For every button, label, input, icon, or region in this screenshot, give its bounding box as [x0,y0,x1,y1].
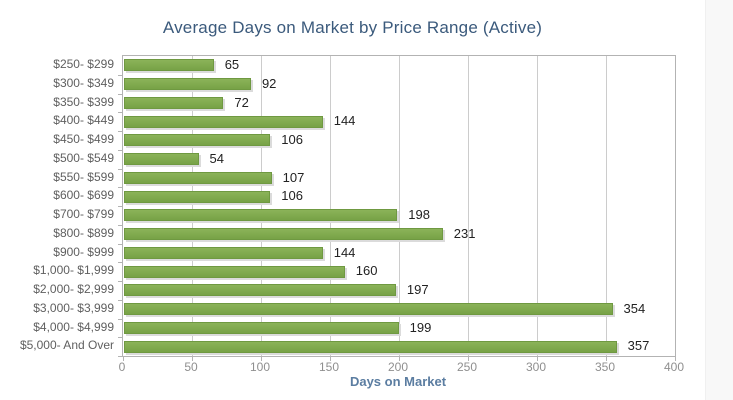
x-axis-tick [192,357,193,361]
x-tick-label: 100 [249,360,271,374]
y-axis-tick [118,262,122,264]
x-tick-label: 150 [318,360,340,374]
x-axis-tick [261,357,262,361]
category-label: $5,000- And Over [19,338,114,353]
value-label: 199 [409,319,432,335]
gridline [468,56,469,356]
y-axis-labels: $250- $299 $300- $349 $350- $399 $400- $449… [0,55,114,355]
bar [124,303,613,316]
y-axis-tick [118,187,122,189]
category-label: $600- $699 [53,188,114,203]
bar [124,228,443,241]
category-label: $300- $349 [53,75,114,90]
x-tick-label: 400 [663,360,685,374]
y-axis-tick [118,299,122,301]
bar [124,134,271,147]
x-tick-label: 350 [594,360,616,374]
x-axis-tick [399,357,400,361]
y-axis-tick [118,356,122,357]
x-axis-tick [123,357,124,361]
value-label: 72 [234,94,249,110]
bar [124,209,398,222]
bar [124,246,323,259]
x-axis-tick [606,357,607,361]
x-axis-title: Days on Market [349,374,447,389]
bar [124,153,199,166]
bar [124,284,396,297]
chart-title: Average Days on Market by Price Range (A… [162,18,543,37]
x-tick-label: 200 [387,360,409,374]
category-label: $4,000- $4,999 [33,319,114,334]
category-label: $800- $899 [53,225,114,240]
y-axis-tick [118,206,122,207]
category-label: $500- $549 [53,150,114,165]
x-axis-tick [537,357,538,361]
x-tick-label: 50 [184,360,198,374]
gridline [537,56,538,356]
y-axis-tick [118,337,122,339]
y-axis-tick [118,112,122,114]
x-tick-label: 300 [525,360,547,374]
y-axis-tick [118,243,122,245]
value-label: 106 [281,188,303,204]
gridline [330,56,331,356]
right-gutter [705,0,733,400]
value-label: 65 [224,57,240,72]
x-tick-label: 250 [456,360,478,374]
chart-card: Average Days on Market by Price Range (A… [0,18,685,389]
category-label: $350- $399 [53,94,114,109]
value-label: 231 [453,225,476,241]
gridline [261,56,262,356]
value-label: 357 [627,338,650,354]
gridline [399,56,400,356]
plot-area: 65 92 72 144 106 54 107 106 198 231 144 160 197 354 19… [118,55,676,361]
y-axis-tick [118,224,122,226]
x-axis-tick [675,357,676,361]
y-axis-tick [118,149,122,151]
value-label: 144 [333,244,356,260]
category-label: $400- $449 [53,113,114,128]
bar [124,115,323,128]
value-label: 197 [406,282,429,297]
category-label: $450- $499 [53,132,114,146]
category-label: $550- $599 [53,169,114,184]
gridline [192,56,193,356]
bar [124,340,617,353]
bar [124,78,251,91]
category-label: $3,000- $3,999 [33,300,114,315]
y-axis-tick [118,131,122,132]
bar [124,190,271,203]
value-label: 106 [281,132,303,147]
value-label: 54 [209,150,224,166]
y-axis-tick [118,168,122,170]
x-tick-label: 0 [118,360,126,374]
bar [124,321,399,334]
bar [124,96,224,109]
bar [124,59,214,72]
y-axis-tick [118,93,122,95]
category-label: $2,000- $2,999 [33,282,114,296]
bar [124,265,345,278]
bar [124,171,272,184]
category-label: $1,000- $1,999 [33,263,114,278]
category-label: $250- $299 [53,57,114,71]
value-label: 198 [408,207,430,222]
gridline [606,56,607,356]
category-label: $700- $799 [53,207,114,221]
value-label: 160 [355,263,378,279]
y-axis-tick [118,74,122,76]
y-axis-tick [118,281,122,282]
x-axis-tick [330,357,331,361]
y-axis-tick [118,318,122,320]
value-label: 107 [282,169,305,185]
category-label: $900- $999 [53,244,114,259]
value-label: 92 [261,75,277,91]
x-axis-tick [468,357,469,361]
value-label: 144 [333,113,356,129]
value-label: 354 [623,300,646,316]
